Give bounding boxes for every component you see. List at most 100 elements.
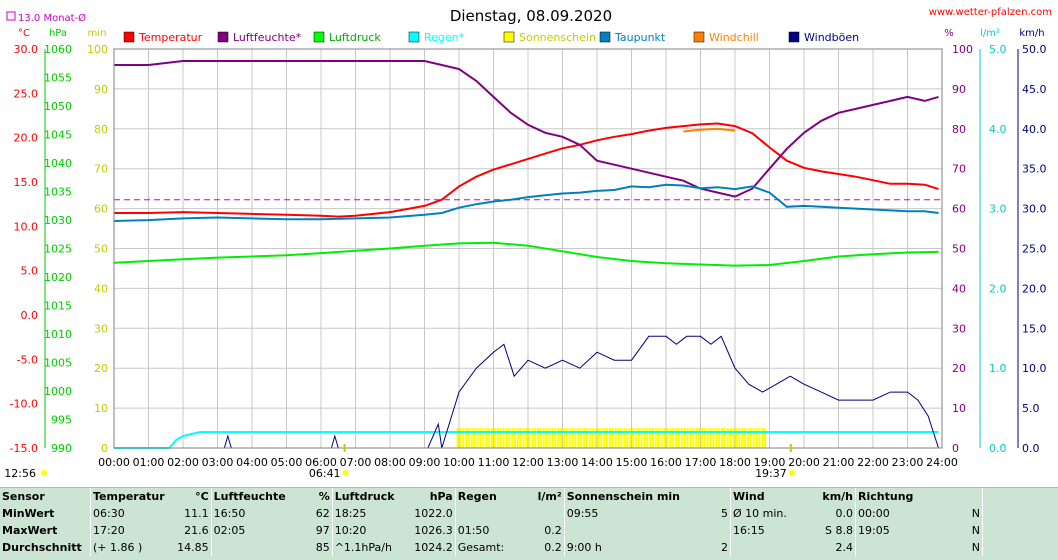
stats-cell: 1026.3 xyxy=(414,524,453,537)
sunshine-bar xyxy=(755,428,758,448)
stats-cell: 2 xyxy=(721,541,729,554)
sunshine-bar xyxy=(456,428,459,448)
axis-tick-temp: -5.0 xyxy=(17,353,38,366)
stats-cell: S 8.8 xyxy=(825,524,854,537)
stats-cell: 18:25 xyxy=(331,505,399,522)
sunshine-bar xyxy=(689,428,692,448)
stats-cell: 01:50 xyxy=(454,522,520,539)
sunshine-bar xyxy=(462,428,465,448)
sunshine-bar xyxy=(588,428,591,448)
sunshine-bar xyxy=(657,428,660,448)
stats-cell: 00:00 xyxy=(855,505,921,522)
sunshine-bar xyxy=(505,428,508,448)
x-tick-label: 09:00 xyxy=(409,456,441,469)
axis-tick-sunshine: 90 xyxy=(94,83,108,96)
sunshine-bar xyxy=(629,428,632,448)
axis-tick-sunshine: 20 xyxy=(94,362,108,375)
sunshine-bar xyxy=(758,428,761,448)
legend-swatch xyxy=(599,31,611,43)
axis-tick-pressure: 1040 xyxy=(44,157,72,170)
stats-header-cell: Sensor xyxy=(2,490,45,503)
x-tick-label: 11:00 xyxy=(478,456,510,469)
axis-unit-sunshine: min xyxy=(88,28,107,39)
stats-header-cell: Luftfeuchte xyxy=(210,488,288,505)
stats-cell xyxy=(454,505,520,522)
stats-header-cell: Luftdruck xyxy=(331,488,399,505)
sunshine-bar xyxy=(577,428,580,448)
axis-tick-humidity: 30 xyxy=(952,322,966,335)
sunshine-bar xyxy=(732,428,735,448)
stats-header-unit xyxy=(682,488,731,505)
chart-title: Dienstag, 08.09.2020 xyxy=(450,7,612,25)
axis-tick-sunshine: 30 xyxy=(94,322,108,335)
sunshine-bar xyxy=(703,428,706,448)
sunshine-bar xyxy=(525,428,528,448)
stats-cell xyxy=(730,539,802,556)
sunset-icon xyxy=(788,470,795,476)
axis-tick-wind: 35.0 xyxy=(1022,163,1047,176)
stats-cell xyxy=(520,505,565,522)
axis-tick-humidity: 0 xyxy=(952,442,959,455)
stats-cell: 17:20 xyxy=(89,522,167,539)
stats-cell: 62 xyxy=(315,507,330,520)
monthly-average-label: 13.0 Monat-Ø xyxy=(18,12,86,24)
sunshine-bar xyxy=(585,428,588,448)
stats-cell: Gesamt: xyxy=(454,539,520,556)
axis-tick-sunshine: 10 xyxy=(94,402,108,415)
stats-cell: N xyxy=(971,507,981,520)
website-link[interactable]: www.wetter-pfalzen.com xyxy=(929,7,1052,18)
stats-cell: 10:20 xyxy=(331,522,399,539)
x-tick-label: 06:00 xyxy=(305,456,337,469)
stats-row-label: MinWert xyxy=(2,507,55,520)
axis-unit-rain: l/m² xyxy=(980,28,1000,39)
axis-tick-humidity: 40 xyxy=(952,282,966,295)
sunshine-bar xyxy=(539,428,542,448)
stats-cell: 06:30 xyxy=(89,505,167,522)
axis-tick-pressure: 1020 xyxy=(44,271,72,284)
axis-tick-wind: 50.0 xyxy=(1022,43,1047,56)
chart-axes-layer: 00:00 01:00 02:00 03:00 04:00 05:00 06:00 07:00… xyxy=(10,28,1047,480)
axis-tick-temp: -15.0 xyxy=(10,442,38,455)
sunshine-bar xyxy=(620,428,623,448)
sunshine-bar xyxy=(675,428,678,448)
legend-swatch xyxy=(503,31,515,43)
x-tick-label: 13:00 xyxy=(547,456,579,469)
sunshine-bar xyxy=(476,428,479,448)
stats-row: Durchschnitt (+ 1.86 ) 14.85 85 ^1.1hPa/h 102… xyxy=(0,539,988,556)
legend-label: Sonnenschein xyxy=(519,31,596,44)
axis-unit-wind: km/h xyxy=(1019,28,1044,39)
sunshine-bar xyxy=(709,428,712,448)
x-tick-label: 16:00 xyxy=(650,456,682,469)
axis-tick-pressure: 1015 xyxy=(44,300,72,313)
axis-tick-pressure: 1055 xyxy=(44,72,72,85)
legend-label: Windböen xyxy=(804,31,859,44)
stats-cell: (+ 1.86 ) xyxy=(89,539,167,556)
stats-cell: N xyxy=(971,524,981,537)
legend-swatch xyxy=(788,31,800,43)
sunshine-bar xyxy=(712,428,715,448)
stats-cell: N xyxy=(971,541,981,554)
sunshine-bar xyxy=(491,428,494,448)
stats-row: MinWert 06:30 11.1 16:50 62 18:25 1022.0 09:55 5… xyxy=(0,505,988,522)
sunshine-bar xyxy=(649,428,652,448)
sunshine-bar xyxy=(611,428,614,448)
sunshine-bar xyxy=(672,428,675,448)
axis-tick-temp: 20.0 xyxy=(14,132,39,145)
sunshine-bar xyxy=(640,428,643,448)
axis-unit-pressure: hPa xyxy=(49,28,67,39)
legend-label: Luftfeuchte* xyxy=(233,31,302,44)
chart-legend: Temperatur Luftfeuchte* Luftdruck Regen* Son… xyxy=(123,31,859,44)
sunshine-bar xyxy=(660,428,663,448)
axis-tick-sunshine: 50 xyxy=(94,243,108,256)
axis-tick-temp: 10.0 xyxy=(14,220,39,233)
stats-cell: Ø 10 min. xyxy=(730,505,802,522)
sunshine-bar xyxy=(465,428,468,448)
stats-cell: ^1.1hPa/h xyxy=(331,539,399,556)
sunrise-icon xyxy=(342,470,349,476)
sunshine-bar xyxy=(470,428,473,448)
sunshine-bar xyxy=(617,428,620,448)
axis-tick-rain: 4.0 xyxy=(989,123,1007,136)
axis-tick-rain: 2.0 xyxy=(989,282,1007,295)
sunshine-bar xyxy=(560,428,563,448)
sunshine-bar xyxy=(565,428,568,448)
